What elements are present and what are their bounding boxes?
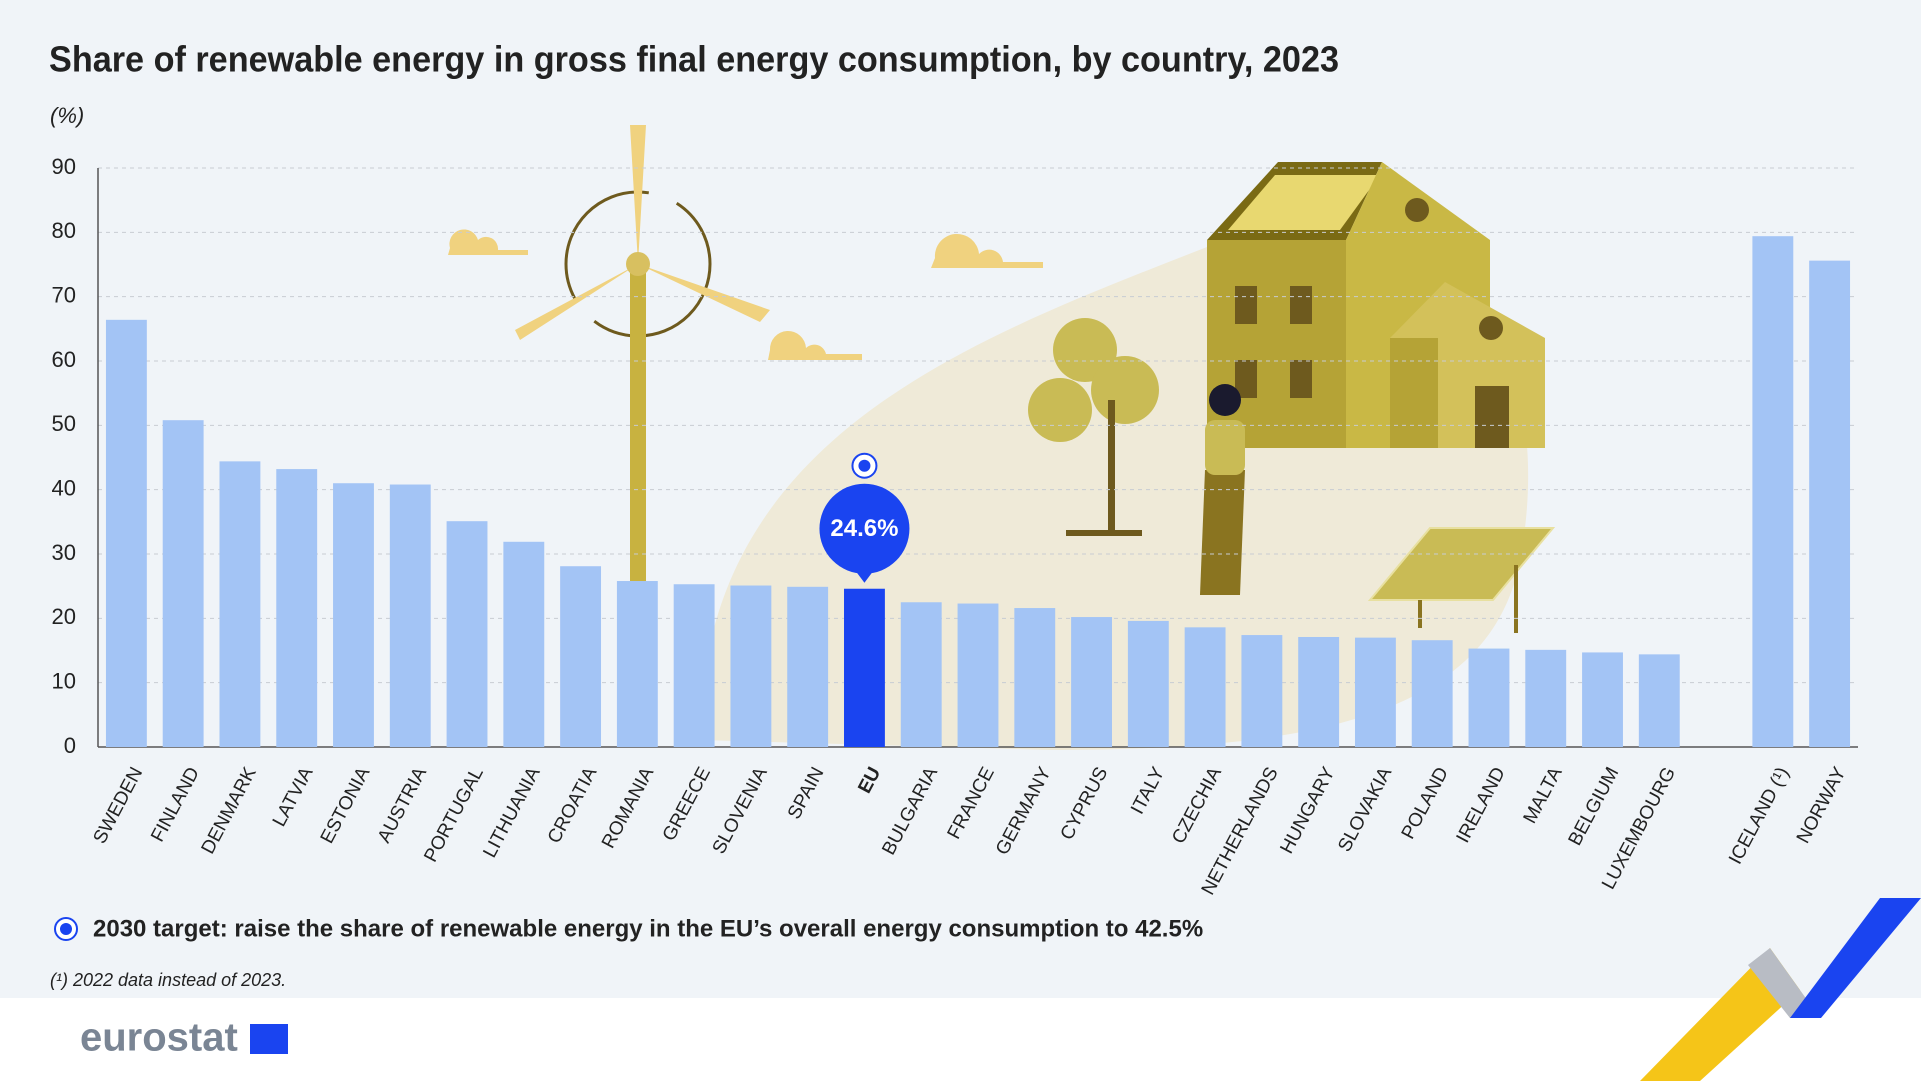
logo-flag [250,1024,288,1054]
y-tick-label: 0 [64,733,76,758]
bar [560,566,602,747]
bar [1809,260,1851,747]
bar [1184,627,1226,747]
target-icon [60,923,72,935]
bar [1468,648,1510,747]
logo-text: eurostat [80,1016,238,1060]
bar [219,461,261,747]
bar [446,521,488,747]
bar [730,585,772,747]
bar [333,483,374,747]
bar [1127,620,1169,747]
bar [276,469,318,747]
bar [1411,640,1453,747]
chart-title: Share of renewable energy in gross final… [49,39,1339,80]
label-bubble [819,483,910,574]
y-tick-label: 40 [52,475,76,500]
y-tick-label: 30 [52,540,76,565]
bar [844,588,885,747]
bar [389,484,431,747]
bar [105,319,147,747]
y-tick-label: 60 [52,347,76,372]
bar [1298,636,1340,747]
bar [1014,608,1056,747]
bar [673,584,715,747]
bar [1752,236,1794,747]
bar [1241,635,1283,747]
y-tick-label: 10 [52,668,76,693]
y-tick-label: 90 [52,154,76,179]
footnote: (¹) 2022 data instead of 2023. [50,970,286,990]
y-tick-label: 20 [52,604,76,629]
y-axis-label: (%) [50,103,84,128]
bar [1582,652,1623,747]
bar [503,541,545,747]
bar [1354,637,1396,747]
y-tick-label: 80 [52,218,76,243]
value-label: 24.6% [830,515,898,542]
target-note: 2030 target: raise the share of renewabl… [93,915,1203,942]
bar [616,581,658,747]
y-tick-label: 50 [52,411,76,436]
target-icon [858,459,871,472]
bar [900,602,942,747]
bar [162,420,204,747]
bar [1071,617,1112,747]
bar [787,586,829,747]
bar [1638,654,1680,747]
bar [957,603,999,747]
bar [1525,649,1567,747]
y-tick-label: 70 [52,282,76,307]
